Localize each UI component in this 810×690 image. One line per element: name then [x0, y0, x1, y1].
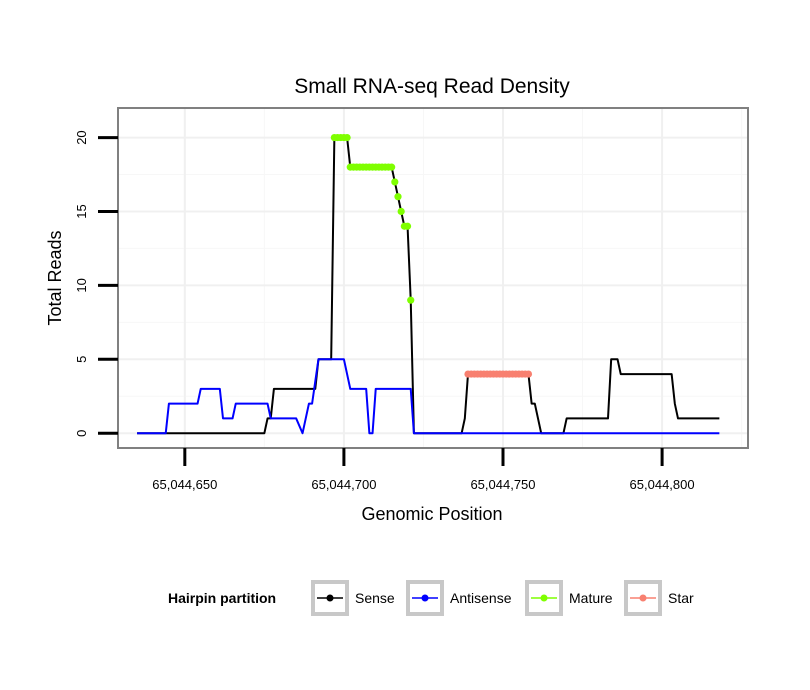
antisense-line: [137, 358, 720, 435]
mature-point: [403, 222, 412, 230]
x-tick-label: 65,044,650: [152, 477, 217, 492]
legend-dot-antisense: [421, 594, 429, 602]
legend-dot-mature: [540, 594, 548, 602]
gridlines: [118, 108, 748, 448]
legend-item-mature: Mature: [525, 580, 613, 616]
y-axis-title: Total Reads: [45, 230, 65, 325]
mature-point: [394, 193, 402, 201]
y-tick-label: 15: [74, 204, 89, 218]
y-tick-label: 0: [74, 430, 89, 437]
legend-dot-sense: [326, 594, 334, 602]
mature-point: [388, 163, 396, 171]
y-tick-label: 5: [74, 356, 89, 363]
star-point: [524, 370, 533, 378]
legend-label-antisense: Antisense: [450, 590, 512, 606]
series-mature: [330, 133, 415, 304]
legend-items: Sense Antisense Mature Star: [311, 580, 694, 616]
plot-background: [118, 108, 748, 448]
legend-item-sense: Sense: [311, 580, 395, 616]
mature-point: [343, 133, 351, 142]
chart-title: Small RNA-seq Read Density: [294, 75, 570, 98]
mature-point: [407, 296, 415, 304]
x-axis: 65,044,650 65,044,700 65,044,750 65,044,800: [152, 448, 695, 492]
y-tick-label: 10: [74, 278, 89, 292]
legend-title: Hairpin partition: [168, 590, 276, 606]
series-antisense: [137, 358, 720, 435]
legend-dot-star: [639, 594, 647, 602]
x-axis-title: Genomic Position: [361, 504, 502, 524]
mature-point: [391, 178, 399, 186]
plot-border: [117, 107, 749, 449]
x-tick-label: 65,044,700: [311, 477, 376, 492]
x-tick-label: 65,044,800: [630, 477, 695, 492]
y-axis: 0 5 10 15 20: [74, 130, 118, 437]
mature-point: [397, 207, 405, 216]
x-tick-label: 65,044,750: [470, 477, 535, 492]
legend-label-star: Star: [668, 590, 694, 606]
legend-label-sense: Sense: [355, 590, 395, 606]
legend: Hairpin partition Sense Antisense Mature St…: [168, 580, 694, 616]
legend-item-star: Star: [624, 580, 694, 616]
legend-label-mature: Mature: [569, 590, 613, 606]
y-tick-label: 20: [74, 130, 89, 144]
plot-panel: [117, 107, 749, 449]
series-layer: [137, 133, 720, 435]
series-star: [464, 370, 533, 378]
legend-item-antisense: Antisense: [406, 580, 512, 616]
